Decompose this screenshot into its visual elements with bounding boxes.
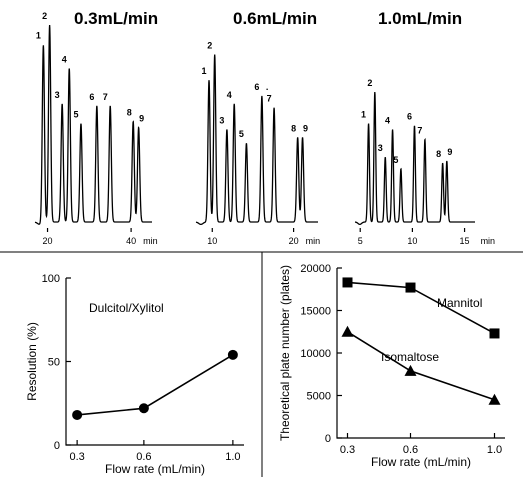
x-tick-label: 0.6 — [403, 444, 418, 456]
peak-label-7: 7 — [267, 94, 272, 104]
peak-label-1: 1 — [361, 110, 366, 120]
x-tick-label: 20 — [289, 236, 299, 246]
x-tick-label: 5 — [358, 236, 363, 246]
x-unit-label: min — [481, 236, 496, 246]
chromatogram-title: 1.0mL/min — [378, 9, 462, 28]
peak-label-7: 7 — [417, 125, 422, 135]
x-tick-label: 0.3 — [69, 451, 84, 463]
peak-label-3: 3 — [219, 115, 224, 125]
y-tick-label: 5000 — [307, 391, 331, 403]
stray-mark: . — [266, 82, 269, 92]
chromatogram-title: 0.3mL/min — [74, 9, 158, 28]
peak-label-8: 8 — [436, 149, 441, 159]
plate-number-chart: 0 5000 10000 15000 20000 0.3 0.6 1.0 Flow rate (… — [278, 263, 505, 469]
peak-label-9: 9 — [303, 123, 308, 133]
data-point-dulcitol-xylitol — [72, 409, 83, 420]
peak-label-9: 9 — [139, 113, 144, 123]
y-axis-label: Theoretical plate number (plates) — [278, 265, 292, 441]
peak-label-2: 2 — [42, 11, 47, 21]
peak-label-6: 6 — [254, 82, 259, 92]
chromatogram-trace — [195, 54, 318, 226]
y-tick-label: 100 — [42, 273, 60, 285]
series-label-mannitol: Mannitol — [437, 296, 482, 310]
x-tick-label: 1.0 — [487, 444, 502, 456]
peak-label-3: 3 — [378, 143, 383, 153]
peak-label-3: 3 — [55, 90, 60, 100]
peak-label-7: 7 — [103, 92, 108, 102]
peak-label-2: 2 — [207, 41, 212, 51]
y-axis-label: Resolution (%) — [25, 322, 39, 401]
y-tick-label: 20000 — [300, 263, 331, 275]
x-axis-label: Flow rate (mL/min) — [105, 462, 205, 476]
data-point-isomaltose — [404, 364, 417, 376]
y-tick-label: 0 — [54, 440, 60, 452]
x-tick-label: 10 — [407, 236, 417, 246]
series-label-isomaltose: Isomaltose — [381, 350, 439, 364]
series-line-isomaltose — [347, 331, 495, 401]
data-point-mannitol — [342, 277, 353, 288]
resolution-chart: 0 50 100 0.3 0.6 1.0 Flow rate (mL/min) Resolut… — [25, 273, 244, 476]
series-label-dulcitol-xylitol: Dulcitol/Xylitol — [89, 301, 164, 315]
x-tick-label: 1.0 — [225, 451, 240, 463]
x-tick-label: 20 — [43, 236, 53, 246]
peak-label-2: 2 — [367, 78, 372, 88]
y-tick-label: 50 — [48, 357, 60, 369]
data-point-isomaltose — [488, 393, 501, 405]
peak-label-9: 9 — [447, 147, 452, 157]
peak-label-8: 8 — [291, 123, 296, 133]
peak-label-5: 5 — [73, 110, 78, 120]
peak-label-8: 8 — [127, 108, 132, 118]
x-unit-label: min — [306, 236, 321, 246]
chromatogram-trace — [34, 24, 152, 225]
peak-label-6: 6 — [89, 92, 94, 102]
y-tick-label: 0 — [325, 433, 331, 445]
x-axis-label: Flow rate (mL/min) — [371, 455, 471, 469]
data-point-mannitol — [489, 328, 500, 339]
peak-label-1: 1 — [202, 66, 207, 76]
x-unit-label: min — [143, 236, 158, 246]
data-point-dulcitol-xylitol — [227, 349, 238, 360]
data-point-dulcitol-xylitol — [138, 403, 149, 414]
y-tick-label: 10000 — [300, 348, 331, 360]
x-tick-label: 10 — [207, 236, 217, 246]
peak-label-6: 6 — [407, 111, 412, 121]
data-point-isomaltose — [341, 325, 354, 337]
series-line-dulcitol-xylitol — [77, 354, 234, 416]
peak-label-4: 4 — [385, 115, 390, 125]
chromatogram-trace — [354, 91, 475, 226]
peak-label-1: 1 — [36, 31, 41, 41]
x-tick-label: 0.6 — [136, 451, 151, 463]
x-tick-label: 15 — [460, 236, 470, 246]
peak-label-5: 5 — [239, 129, 244, 139]
data-point-mannitol — [405, 282, 416, 293]
x-tick-label: 40 — [126, 236, 136, 246]
peak-label-4: 4 — [227, 90, 232, 100]
chromatogram-0-6-ml-min: 0.6mL/min 1 2 3 4 5 67 8 9. 10 20 min — [195, 9, 321, 246]
y-tick-label: 15000 — [300, 306, 331, 318]
peak-label-5: 5 — [393, 155, 398, 165]
peak-label-4: 4 — [62, 54, 67, 64]
x-tick-label: 0.3 — [340, 444, 355, 456]
chromatogram-title: 0.6mL/min — [233, 9, 317, 28]
